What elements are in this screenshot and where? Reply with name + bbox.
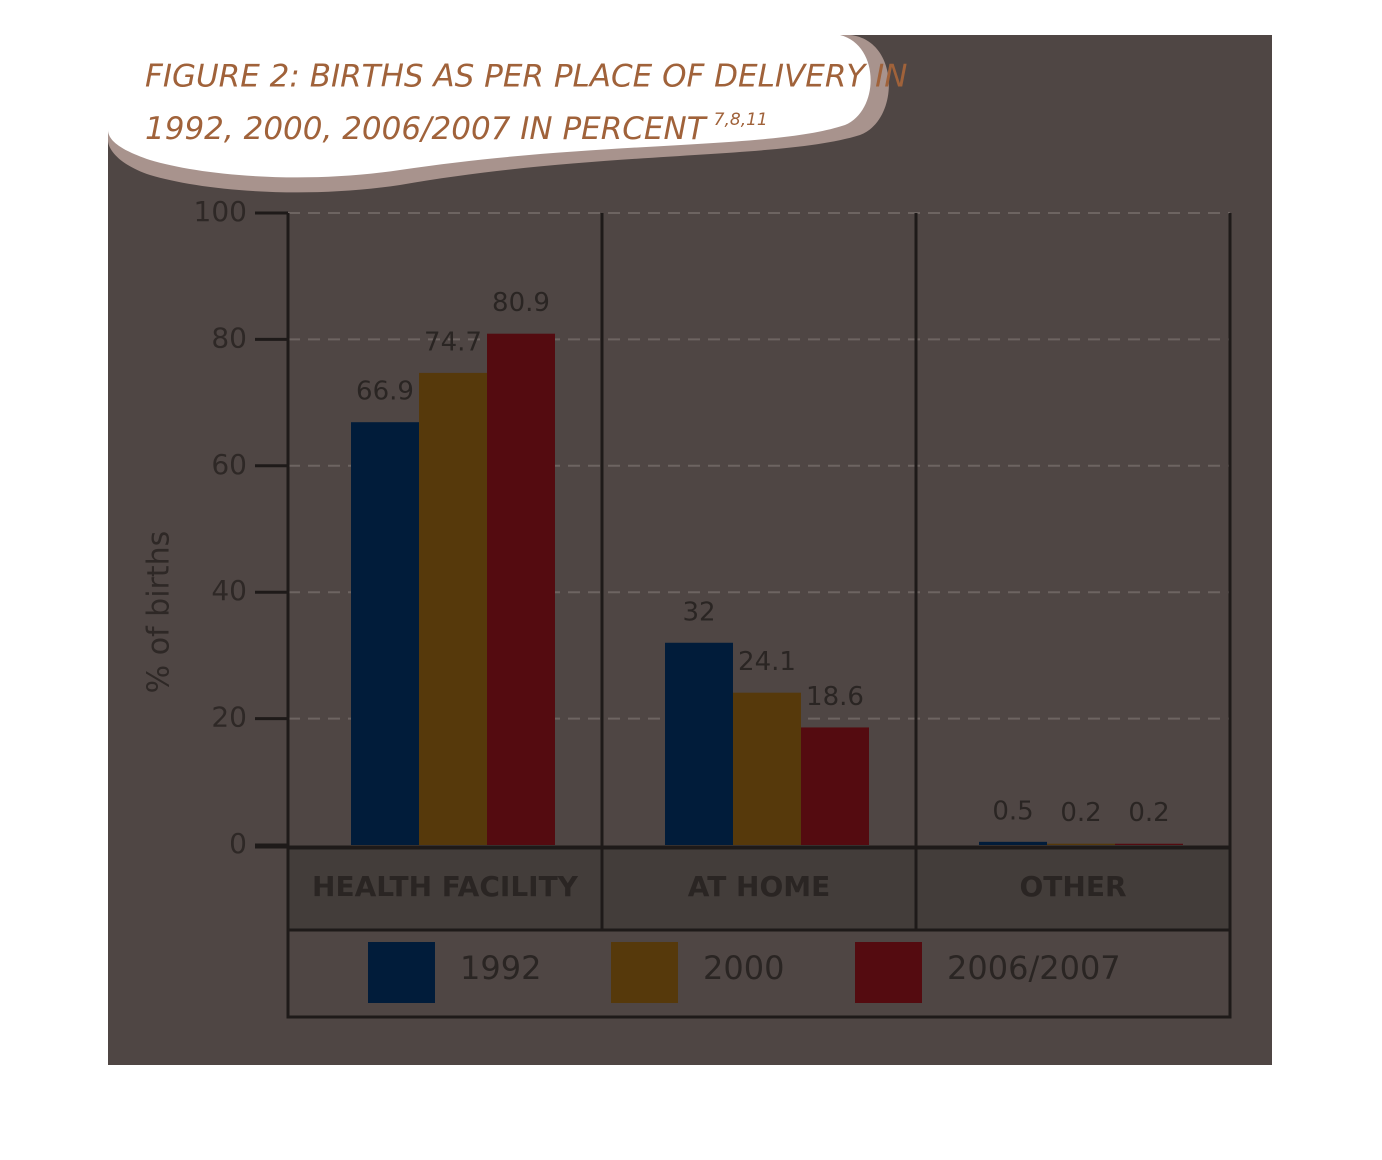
data-label: 74.7 bbox=[424, 327, 482, 357]
y-tick-label: 100 bbox=[194, 195, 247, 228]
title-line-text: 1992, 2000, 2006/2007 IN PERCENT bbox=[145, 111, 708, 147]
bar bbox=[665, 642, 733, 845]
y-tick-label: 60 bbox=[211, 448, 247, 481]
data-label: 80.9 bbox=[492, 288, 550, 318]
legend-label: 2006/2007 bbox=[947, 949, 1121, 987]
category-row bbox=[286, 846, 1232, 932]
data-label: 66.9 bbox=[356, 377, 414, 407]
y-tick-label: 20 bbox=[211, 701, 247, 734]
data-label: 32 bbox=[682, 597, 715, 627]
legend-label: 2000 bbox=[703, 949, 784, 987]
bar bbox=[351, 422, 419, 845]
bar bbox=[979, 841, 1047, 845]
y-axis-label: % of births bbox=[142, 531, 177, 694]
legend-swatch bbox=[855, 942, 922, 1003]
bar bbox=[487, 333, 555, 845]
title-line: FIGURE 2: BIRTHS AS PER PLACE OF DELIVER… bbox=[145, 59, 908, 95]
data-label: 24.1 bbox=[738, 647, 796, 677]
data-label: 0.5 bbox=[992, 796, 1033, 826]
bar bbox=[419, 372, 487, 845]
legend-label: 1992 bbox=[460, 949, 541, 987]
legend-swatch bbox=[368, 942, 435, 1003]
overlay-blob bbox=[108, 35, 871, 178]
x-tick-label: OTHER bbox=[1019, 870, 1126, 903]
data-label: 0.2 bbox=[1060, 798, 1101, 828]
y-tick-label: 40 bbox=[211, 574, 247, 607]
x-tick-label: HEALTH FACILITY bbox=[312, 870, 579, 903]
y-tick-label: 80 bbox=[211, 321, 247, 354]
title-superscript: 7,8,11 bbox=[714, 110, 768, 130]
legend-swatch bbox=[611, 942, 678, 1003]
bar bbox=[1047, 843, 1115, 845]
x-tick-label: AT HOME bbox=[688, 870, 831, 903]
bar bbox=[1115, 843, 1183, 845]
y-tick-label: 0 bbox=[229, 827, 247, 860]
bar bbox=[801, 727, 869, 845]
data-label: 18.6 bbox=[806, 682, 864, 712]
bar bbox=[733, 692, 801, 845]
data-label: 0.2 bbox=[1128, 798, 1169, 828]
title-line: 1992, 2000, 2006/2007 IN PERCENT 7,8,11 bbox=[145, 110, 768, 147]
